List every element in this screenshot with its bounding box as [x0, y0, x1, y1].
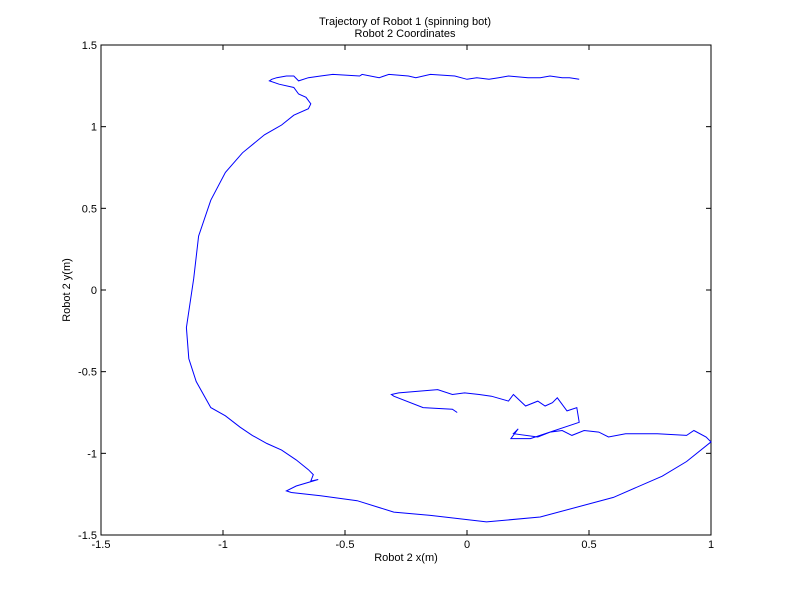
y-tick-label: -1.5 [78, 530, 97, 542]
y-axis-ticks: -1.5 -1 -0.5 0 0.5 1 1.5 [78, 40, 711, 542]
plot-area [100, 44, 712, 536]
x-tick-label: -1 [218, 539, 228, 551]
x-tick-label: -1.5 [92, 539, 111, 551]
y-tick-label: -1 [87, 448, 97, 460]
x-axis-label: Robot 2 x(m) [374, 552, 438, 564]
y-tick-label: -0.5 [78, 367, 97, 379]
y-tick-label: 0.5 [82, 203, 97, 215]
y-axis-label: Robot 2 y(m) [61, 258, 73, 322]
x-tick-label: -0.5 [336, 539, 355, 551]
x-axis-ticks: -1.5 -1 -0.5 0 0.5 1 [92, 45, 714, 551]
x-tick-label: 0.5 [581, 539, 596, 551]
chart-title: Trajectory of Robot 1 (spinning bot) [319, 16, 491, 28]
x-tick-label: 0 [464, 539, 470, 551]
trajectory-line [185, 73, 712, 523]
y-tick-label: 1.5 [82, 40, 97, 52]
y-tick-label: 0 [91, 285, 97, 297]
y-tick-label: 1 [91, 122, 97, 134]
chart-subtitle: Robot 2 Coordinates [355, 28, 456, 40]
x-tick-label: 1 [708, 539, 714, 551]
